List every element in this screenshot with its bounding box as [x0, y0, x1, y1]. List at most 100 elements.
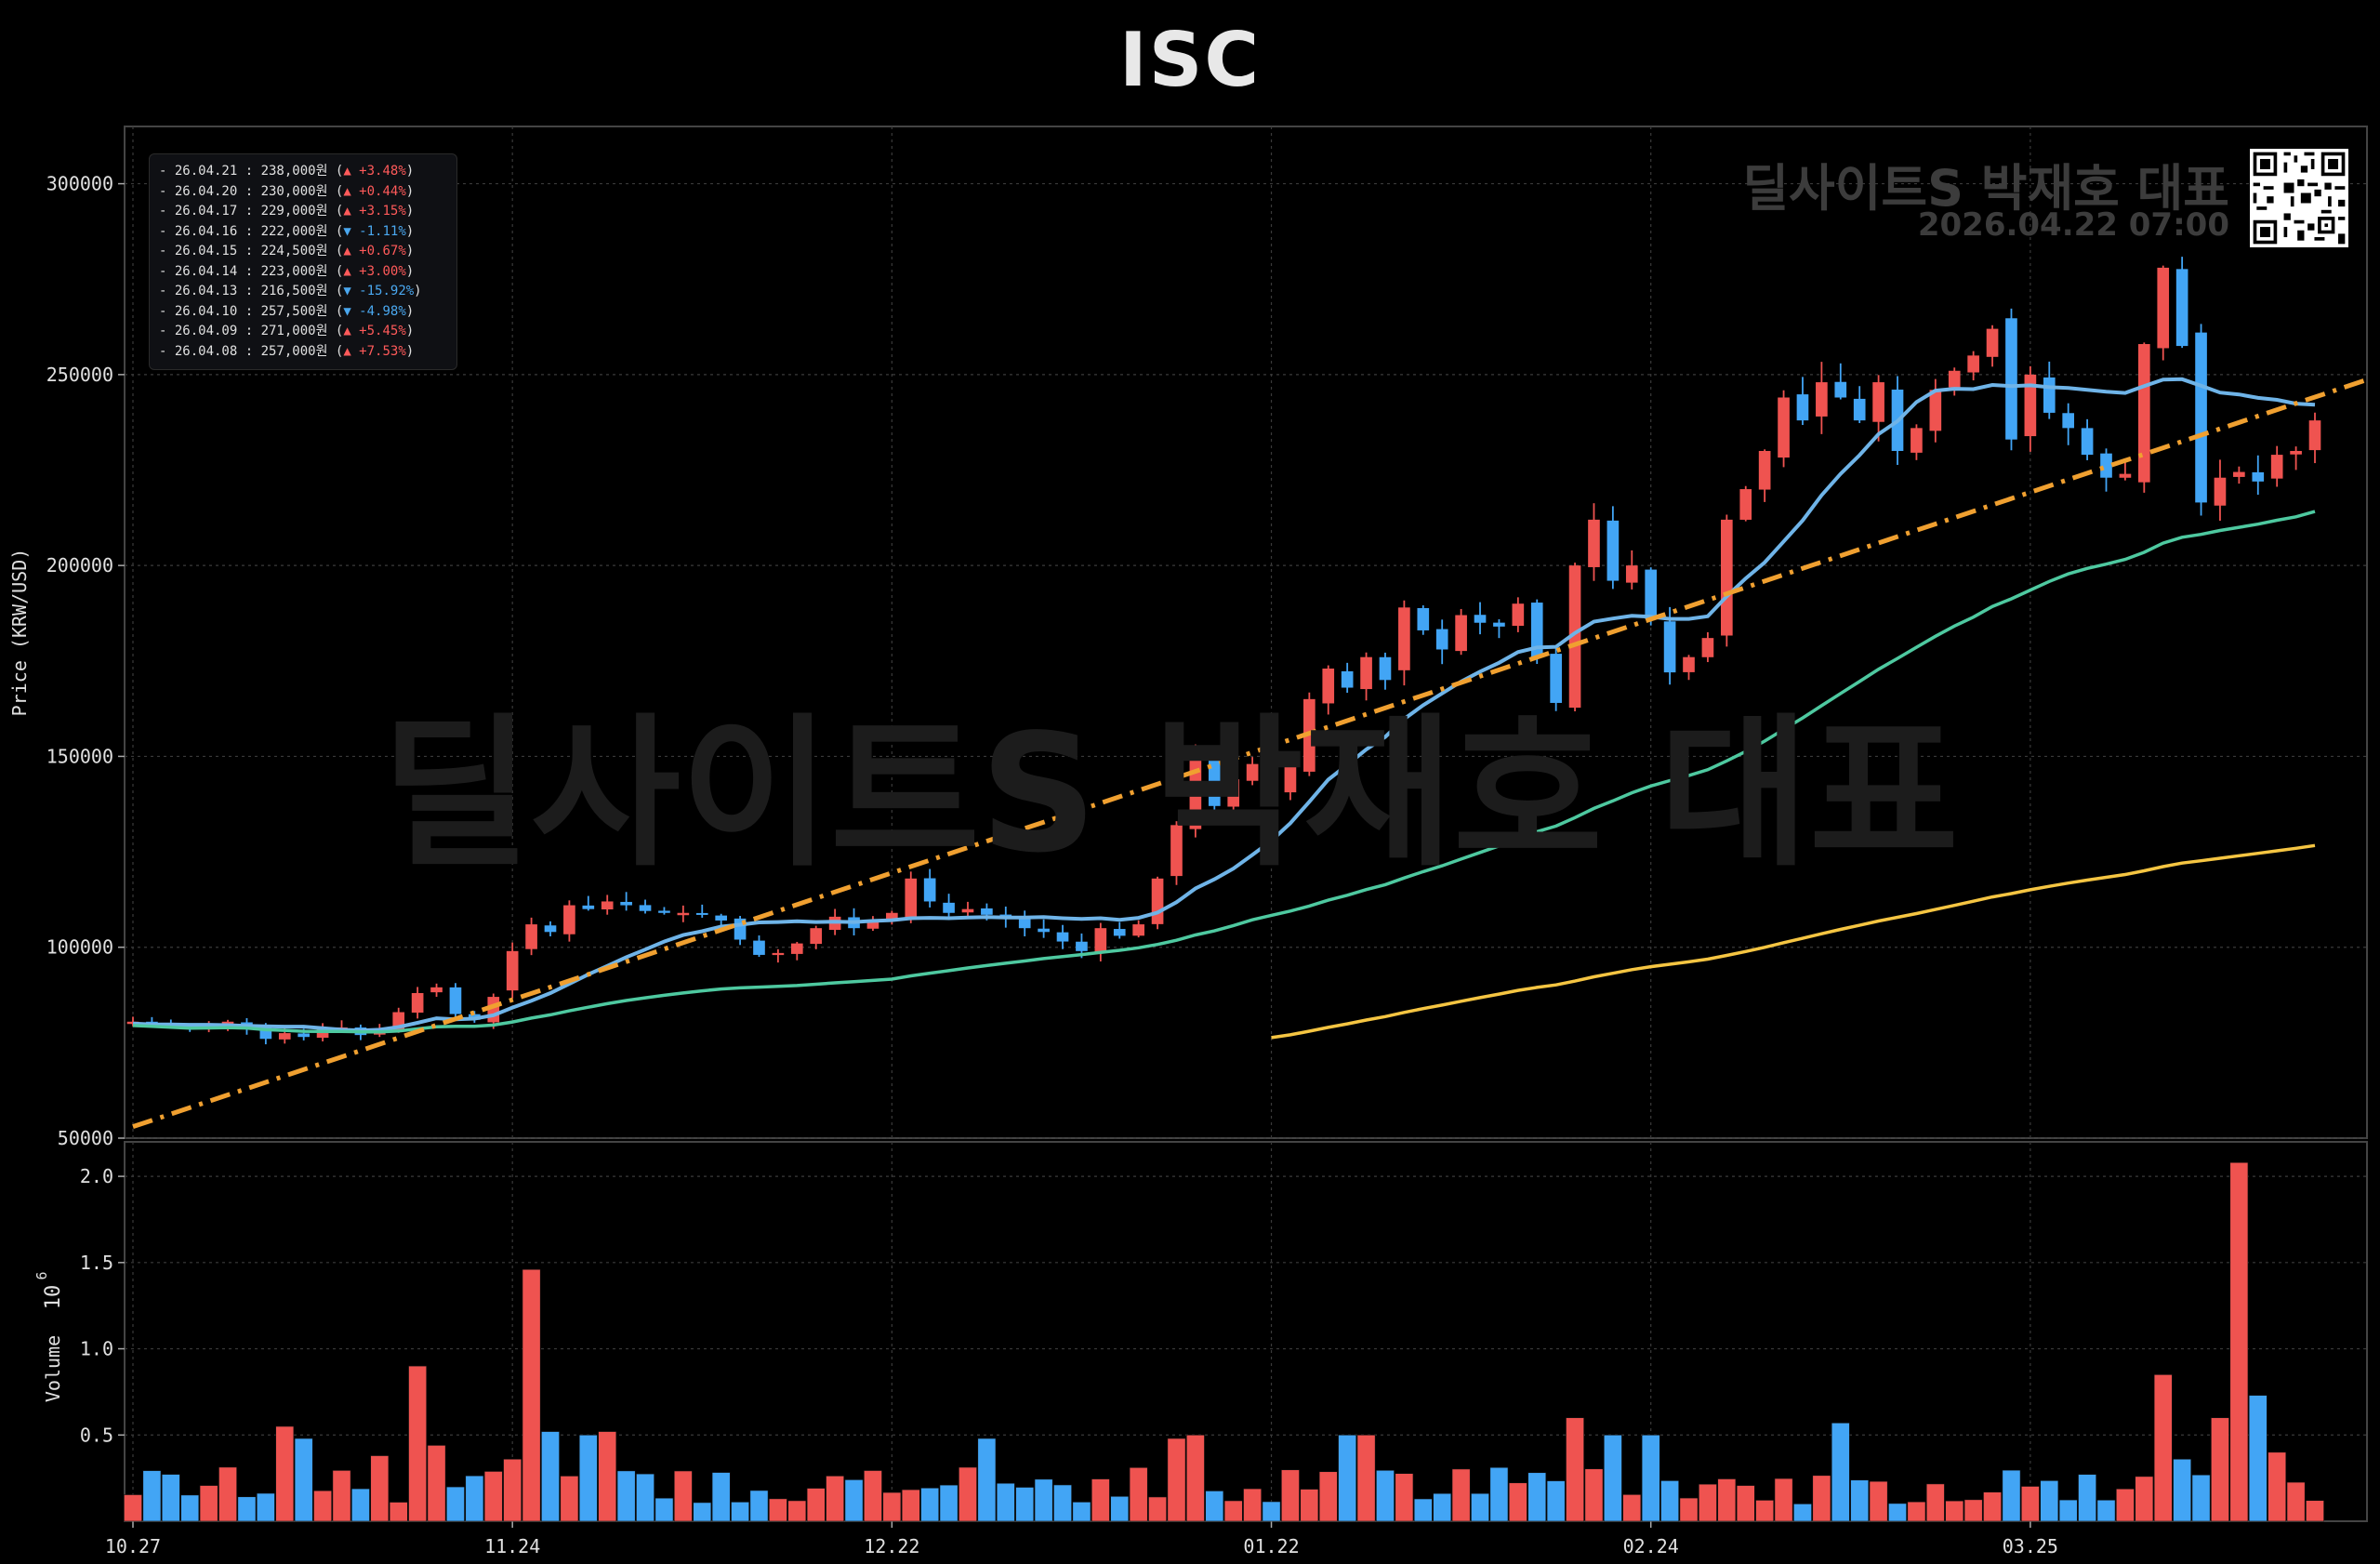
candle-body: [601, 901, 614, 910]
volume-bar: [711, 1472, 731, 1522]
volume-bar: [294, 1438, 313, 1522]
legend-paren: ): [405, 164, 415, 179]
candle-body: [1758, 450, 1771, 490]
legend-paren: ): [405, 343, 415, 359]
candle-body: [1625, 565, 1638, 583]
candle-body: [961, 908, 974, 913]
volume-bar: [636, 1473, 654, 1522]
volume-bar: [1318, 1471, 1338, 1522]
volume-bar: [427, 1445, 446, 1522]
candle-body: [430, 987, 443, 993]
candle-body: [866, 920, 879, 929]
candle-body: [905, 878, 918, 918]
volume-bar: [1945, 1500, 1964, 1522]
legend-paren: ): [405, 244, 415, 258]
volume-bar: [2191, 1474, 2211, 1522]
legend-date-price: - 26.04.20 : 230,000원 (: [159, 183, 344, 199]
legend-change: ▲ +3.48%: [343, 164, 406, 179]
candle-body: [620, 901, 632, 906]
candle-body: [1550, 654, 1562, 703]
candle-body: [1663, 621, 1676, 673]
volume-bar: [218, 1466, 237, 1522]
chart-title: ISC: [1118, 17, 1262, 103]
volume-bar: [2040, 1480, 2059, 1522]
legend-date-price: - 26.04.21 : 238,000원 (: [159, 164, 344, 179]
volume-bar: [1736, 1485, 1755, 1522]
volume-bar: [1869, 1480, 1888, 1522]
legend-date-price: - 26.04.13 : 216,500원 (: [159, 284, 344, 298]
volume-bar: [598, 1431, 617, 1522]
volume-bar: [1300, 1489, 1319, 1522]
legend-change: ▲ +0.67%: [343, 244, 406, 258]
volume-bar: [1110, 1495, 1130, 1522]
x-tick-label: 10.27: [105, 1535, 161, 1557]
background-watermark: 딜사이트S 박재호 대표: [381, 700, 1959, 889]
candle-body: [1227, 779, 1240, 807]
volume-bar: [1660, 1480, 1679, 1522]
x-tick-label: 03.25: [2003, 1535, 2058, 1557]
volume-bar: [1546, 1480, 1566, 1522]
volume-bar: [1451, 1468, 1471, 1522]
legend-paren: ): [405, 324, 415, 338]
volume-bar: [731, 1502, 749, 1522]
candle-body: [639, 905, 652, 911]
volume-bar: [1831, 1422, 1850, 1522]
candle-body: [298, 1033, 311, 1038]
volume-bar: [389, 1502, 408, 1522]
candle-body: [943, 902, 955, 913]
candle-body: [544, 925, 557, 933]
volume-bar: [2153, 1374, 2173, 1522]
volume-bar: [578, 1434, 598, 1522]
x-tick-label: 12.22: [864, 1535, 919, 1557]
candle-body: [1872, 382, 1884, 422]
volume-bar: [693, 1502, 712, 1522]
volume-bar: [124, 1494, 142, 1522]
candle-body: [715, 915, 727, 921]
legend-date-price: - 26.04.09 : 271,000원 (: [159, 324, 344, 338]
legend-date-price: - 26.04.15 : 224,500원 (: [159, 244, 344, 258]
candle-body: [1911, 428, 1923, 453]
volume-bar: [351, 1488, 370, 1522]
volume-bar: [1148, 1496, 1167, 1522]
volume-bar: [2116, 1488, 2135, 1522]
legend-row: - 26.04.10 : 257,500원 (▼ -4.98%): [159, 302, 447, 323]
candle-body: [1455, 615, 1467, 652]
volume-bar: [1262, 1501, 1281, 1522]
price-tick-label: 300000: [46, 173, 113, 195]
volume-bar: [1699, 1483, 1717, 1522]
candle-body: [1929, 390, 1942, 431]
candle-body: [753, 940, 765, 955]
legend-change: ▲ +5.45%: [343, 324, 406, 338]
volume-tick-label: 2.0: [80, 1165, 113, 1187]
volume-bar: [1508, 1482, 1527, 1522]
volume-tick-label: 1.0: [80, 1338, 113, 1360]
volume-bar: [2096, 1499, 2116, 1522]
candle-body: [2252, 471, 2265, 482]
price-tick-label: 200000: [46, 554, 113, 577]
candle-body: [1834, 381, 1847, 398]
volume-bar: [522, 1268, 541, 1522]
candle-body: [1398, 607, 1410, 670]
candle-body: [316, 1028, 329, 1039]
x-tick-label: 11.24: [484, 1535, 540, 1557]
legend-change: ▲ +0.44%: [343, 183, 406, 199]
volume-bar: [1034, 1478, 1053, 1522]
volume-bar: [1243, 1488, 1263, 1522]
volume-bar: [1356, 1434, 1376, 1522]
candle-body: [1208, 758, 1221, 806]
candle-body: [2157, 267, 2170, 349]
candle-body: [1170, 825, 1183, 877]
volume-bar: [787, 1500, 807, 1522]
volume-bar: [2135, 1476, 2154, 1522]
legend-paren: ): [405, 183, 415, 199]
volume-bar: [1489, 1466, 1509, 1522]
candle-body: [1056, 932, 1069, 942]
volume-bar: [806, 1488, 826, 1522]
volume-bar: [2211, 1417, 2229, 1522]
candle-body: [1038, 928, 1050, 933]
candle-body: [1606, 520, 1620, 581]
candle-body: [1246, 763, 1259, 781]
volume-axis-label: Volume: [42, 1335, 64, 1402]
volume-bar: [1983, 1491, 2002, 1522]
volume-bar: [1907, 1501, 1926, 1522]
